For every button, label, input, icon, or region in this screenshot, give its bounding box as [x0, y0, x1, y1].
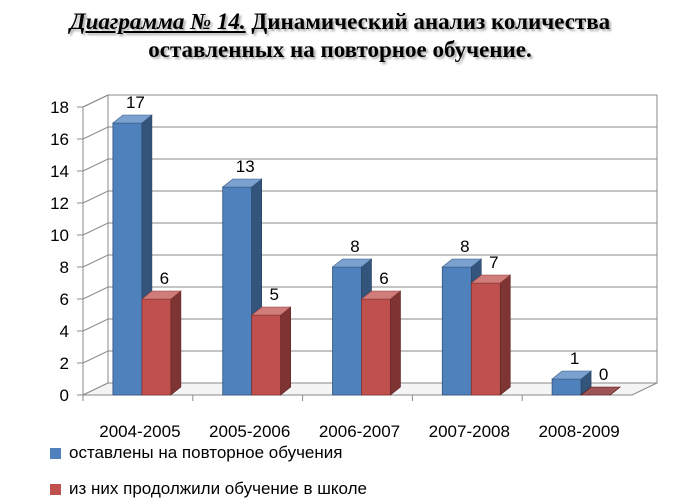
bar-series-2-side: [170, 290, 182, 396]
bar-series-1-top: [112, 114, 153, 124]
data-label-series-1: 1: [570, 349, 579, 368]
y-tick-label: 10: [50, 226, 69, 245]
x-tick-label: 2008-2009: [538, 422, 619, 441]
bar-series-2-side: [499, 274, 511, 396]
bar-series-2-front: [470, 282, 501, 396]
x-tick-label: 2005-2006: [209, 422, 290, 441]
bar-series-1-top: [441, 258, 483, 268]
bar-series-2-side: [390, 290, 401, 396]
legend-swatch-series-2: [50, 483, 61, 495]
y-tick-label: 6: [60, 290, 69, 309]
bar-series-2-top: [360, 290, 402, 300]
bar-series-1-front: [332, 266, 362, 396]
data-label-series-1: 13: [236, 157, 255, 176]
legend-label-series-1: оставлены на повторное обучения: [69, 443, 343, 462]
x-tick-label: 2006-2007: [319, 422, 400, 441]
legend-swatch-series-1: [50, 447, 61, 459]
y-tick-label: 4: [60, 322, 69, 341]
y-tick-label: 8: [60, 258, 69, 277]
data-label-series-2: 5: [269, 285, 278, 304]
x-tick-label: 2007-2008: [429, 422, 510, 441]
legend-item-series-2: из них продолжили обучение в школе: [50, 479, 367, 499]
y-tick-label: 12: [50, 194, 69, 213]
bar-series-2-front: [251, 314, 282, 396]
chart-title: Диаграмма № 14. Динамический анализ коли…: [40, 8, 640, 64]
bar-series-2-top: [141, 290, 182, 300]
y-tick-label: 0: [60, 386, 69, 405]
y-tick-label: 14: [50, 162, 69, 181]
bar-series-1-front: [441, 266, 472, 396]
bar-series-2-top: [250, 306, 292, 316]
data-label-series-2: 0: [599, 365, 608, 384]
bar-series-2-side: [280, 306, 292, 396]
data-label-series-1: 17: [126, 93, 145, 112]
data-label-series-2: 6: [379, 269, 388, 288]
data-label-series-1: 8: [460, 237, 469, 256]
chart-side-wall: [82, 94, 109, 396]
bar-series-1-top: [221, 178, 263, 188]
gridline: [82, 254, 657, 268]
y-tick-label: 18: [50, 98, 69, 117]
gridline: [82, 158, 657, 172]
bar-series-1-top: [551, 370, 592, 380]
bar-series-2-top: [580, 386, 621, 396]
gridline: [82, 222, 657, 236]
data-label-series-1: 8: [350, 237, 359, 256]
bar-series-2-front: [141, 298, 172, 396]
y-tick-label: 2: [60, 354, 69, 373]
bar-series-1-front: [551, 378, 582, 396]
bar-series-2-top: [470, 274, 512, 284]
chart-title-prefix: Диаграмма № 14.: [69, 9, 246, 34]
bar-series-2-front: [361, 298, 391, 396]
gridline: [82, 94, 657, 108]
data-label-series-2: 7: [489, 253, 498, 272]
chart-title-text: Динамический анализ количества оставленн…: [148, 9, 611, 62]
y-tick-label: 16: [50, 130, 69, 149]
bar-series-1-front: [222, 186, 253, 396]
legend-item-series-1: оставлены на повторное обучения: [50, 443, 342, 463]
gridline: [82, 190, 657, 204]
bar-series-1-front: [112, 122, 143, 396]
gridline: [82, 126, 657, 140]
bar-series-1-top: [331, 258, 373, 268]
x-tick-label: 2004-2005: [99, 422, 180, 441]
legend-label-series-2: из них продолжили обучение в школе: [69, 479, 367, 498]
data-label-series-2: 6: [160, 269, 169, 288]
